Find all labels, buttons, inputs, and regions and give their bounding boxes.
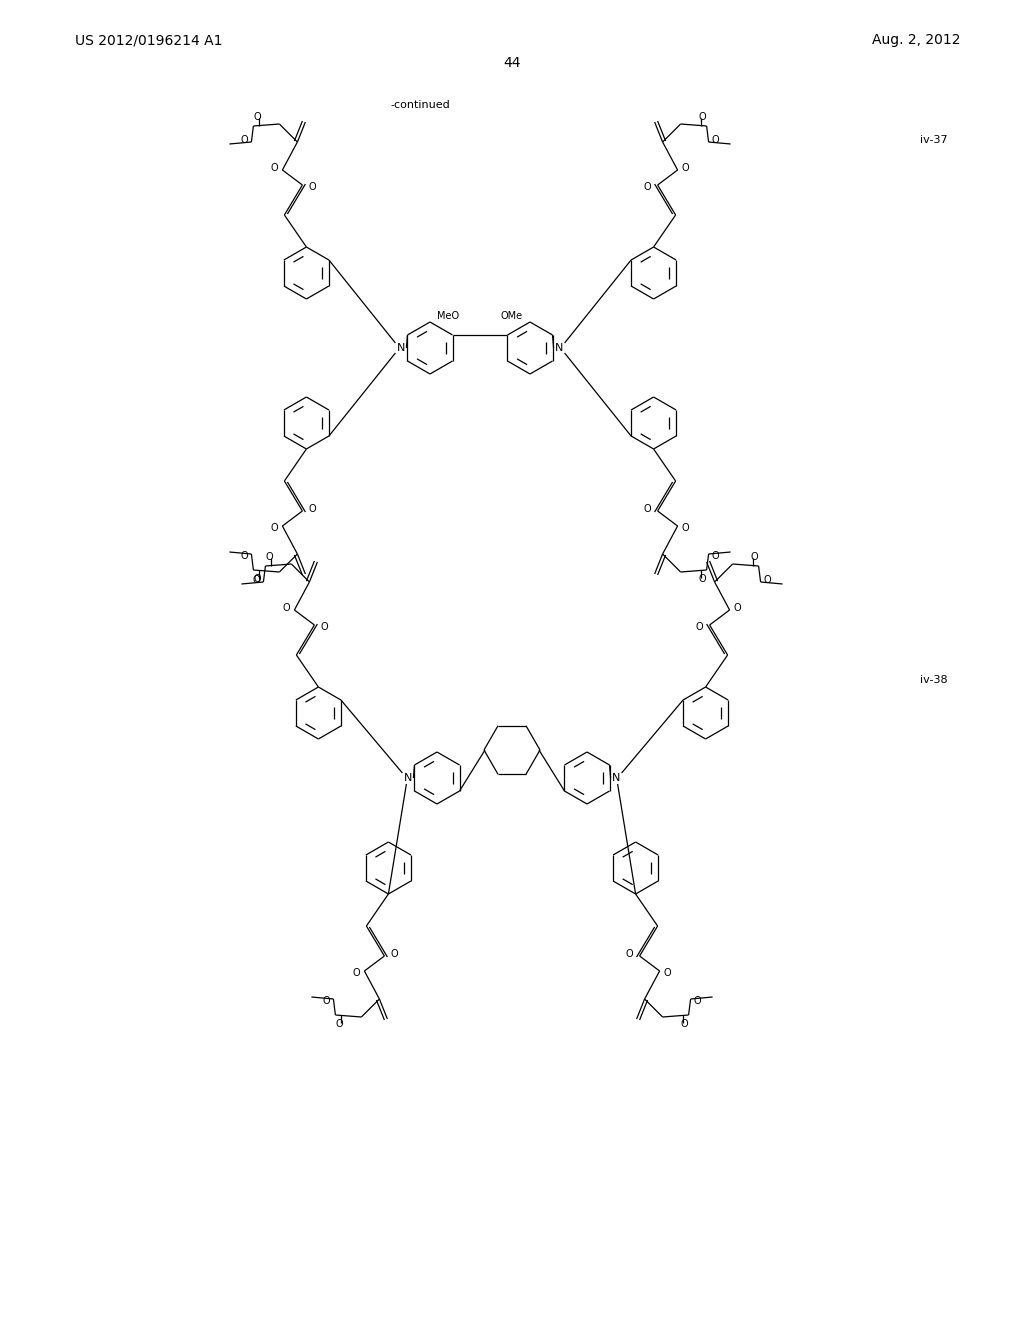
Text: O: O [336,1019,343,1030]
Text: 44: 44 [503,55,521,70]
Text: O: O [664,968,672,978]
Text: -continued: -continued [390,100,450,110]
Text: O: O [321,622,329,632]
Text: O: O [712,135,720,145]
Text: O: O [644,504,651,513]
Text: O: O [682,162,689,173]
Text: O: O [682,523,689,533]
Text: O: O [390,949,398,960]
Text: O: O [253,576,260,585]
Text: O: O [712,550,720,561]
Text: O: O [241,135,248,145]
Text: O: O [644,182,651,191]
Text: O: O [283,603,290,612]
Text: O: O [694,997,701,1006]
Text: O: O [751,552,759,562]
Text: iv-37: iv-37 [920,135,947,145]
Text: O: O [308,504,316,513]
Text: O: O [698,112,707,121]
Text: O: O [265,552,273,562]
Text: O: O [254,112,261,121]
Text: N: N [611,774,620,783]
Text: iv-38: iv-38 [920,675,947,685]
Text: O: O [698,574,707,583]
Text: OMe: OMe [501,312,523,321]
Text: O: O [681,1019,688,1030]
Text: O: O [270,523,279,533]
Text: O: O [323,997,330,1006]
Text: O: O [270,162,279,173]
Text: MeO: MeO [437,312,459,321]
Text: Aug. 2, 2012: Aug. 2, 2012 [871,33,961,48]
Text: N: N [404,774,413,783]
Text: N: N [397,343,406,352]
Text: N: N [554,343,563,352]
Text: O: O [352,968,360,978]
Text: O: O [254,574,261,583]
Text: O: O [241,550,248,561]
Text: O: O [695,622,703,632]
Text: O: O [308,182,316,191]
Text: O: O [626,949,634,960]
Text: O: O [734,603,741,612]
Text: US 2012/0196214 A1: US 2012/0196214 A1 [75,33,222,48]
Text: O: O [764,576,771,585]
